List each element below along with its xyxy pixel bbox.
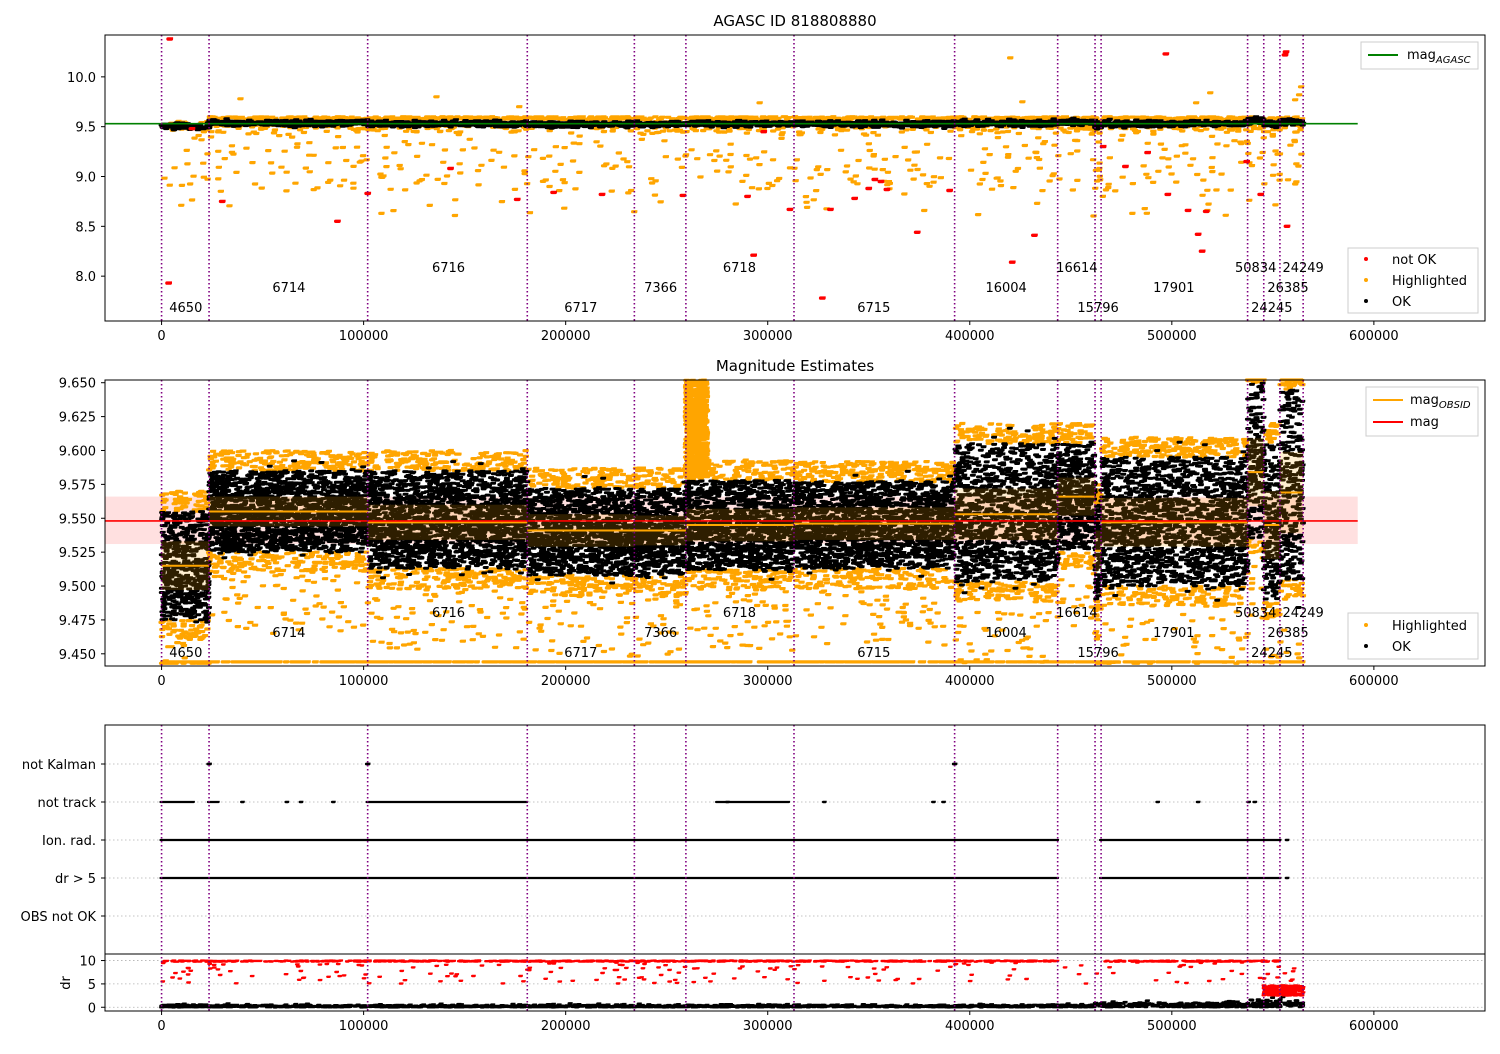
dr-flagged-points xyxy=(162,961,1305,996)
obsid-label-0-7: 16004 xyxy=(985,281,1026,296)
xtick-label-3-2: 200000 xyxy=(541,1019,591,1034)
agasc-plot-title: AGASC ID 818808880 xyxy=(713,12,876,30)
obsid-label-0-9: 15796 xyxy=(1077,301,1118,316)
obsid-label-1-10: 17901 xyxy=(1153,626,1194,641)
obsid-label-0-3: 6717 xyxy=(564,301,597,316)
estimates-plot-title: Magnitude Estimates xyxy=(716,357,874,375)
obsid-label-0-10: 17901 xyxy=(1153,281,1194,296)
flag-row-label-4: OBS not OK xyxy=(21,910,97,925)
dr-ytick-label-2: 10 xyxy=(79,955,96,970)
ytick-label-1-3: 9.525 xyxy=(59,546,96,561)
legend2-ok: OK xyxy=(1392,640,1411,655)
xtick-label-1-2: 200000 xyxy=(541,674,591,689)
flags-plot-area: not Kalman not track Ion. rad. dr > 5 OBS no… xyxy=(21,758,1486,925)
ytick-label-1-8: 9.650 xyxy=(59,377,96,392)
ytick-label-1-6: 9.600 xyxy=(59,444,96,459)
xtick-label-1-0: 0 xyxy=(157,674,165,689)
dr-ok-points xyxy=(160,997,1303,1007)
obsid-label-1-14: 24249 xyxy=(1282,606,1323,621)
xtick-label-1-6: 600000 xyxy=(1349,674,1399,689)
xtick-label-3-1: 100000 xyxy=(339,1019,389,1034)
obsid-label-0-8: 16614 xyxy=(1056,261,1097,276)
ytick-label-1-1: 9.475 xyxy=(59,614,96,629)
xtick-label-0-3: 300000 xyxy=(743,329,793,344)
ytick-label-1-0: 9.450 xyxy=(59,648,96,663)
legend2-highlighted: Highlighted xyxy=(1392,619,1467,634)
agasc-scatter-legend: not OK Highlighted OK xyxy=(1348,248,1478,313)
estimates-line-legend: magOBSID mag xyxy=(1366,387,1478,436)
obsid-label-0-12: 24245 xyxy=(1251,301,1292,316)
obsid-label-1-9: 15796 xyxy=(1077,646,1118,661)
ytick-label-0-2: 9.0 xyxy=(75,171,96,186)
xtick-label-3-3: 300000 xyxy=(743,1019,793,1034)
obsid-label-1-6: 6715 xyxy=(857,646,890,661)
xtick-label-3-0: 0 xyxy=(157,1019,165,1034)
legend-not-ok: not OK xyxy=(1392,253,1437,268)
obsid-label-1-5: 6718 xyxy=(723,606,756,621)
agasc-line-legend: magAGASC xyxy=(1361,42,1478,69)
agasc-not-ok-points xyxy=(167,39,1289,298)
obsid-label-1-0: 4650 xyxy=(169,646,202,661)
xtick-label-1-1: 100000 xyxy=(339,674,389,689)
legend-mag: mag xyxy=(1410,415,1439,430)
xtick-label-0-4: 400000 xyxy=(945,329,995,344)
legend-ok: OK xyxy=(1392,295,1411,310)
obsid-label-1-7: 16004 xyxy=(985,626,1026,641)
dr-ytick-label-1: 5 xyxy=(88,978,96,993)
obsid-label-0-4: 7366 xyxy=(644,281,677,296)
obsid-label-0-11: 50834 xyxy=(1235,261,1276,276)
xtick-label-3-5: 500000 xyxy=(1147,1019,1197,1034)
obsid-label-1-8: 16614 xyxy=(1056,606,1097,621)
xtick-label-0-1: 100000 xyxy=(339,329,389,344)
flag-row-label-3: dr > 5 xyxy=(55,872,96,887)
obsid-label-1-11: 50834 xyxy=(1235,606,1276,621)
ytick-label-1-5: 9.575 xyxy=(59,478,96,493)
obsid-label-0-6: 6715 xyxy=(857,301,890,316)
ytick-label-1-2: 9.500 xyxy=(59,580,96,595)
ytick-label-1-7: 9.625 xyxy=(59,411,96,426)
agasc-highlighted-points xyxy=(161,58,1303,216)
flag-row-label-2: Ion. rad. xyxy=(42,834,96,849)
flag-row-label-0: not Kalman xyxy=(22,758,96,773)
dr-axis-label: dr xyxy=(59,976,74,990)
agasc-plot-area xyxy=(105,39,1358,298)
ytick-label-0-0: 8.0 xyxy=(75,270,96,285)
dr-ytick-label-0: 0 xyxy=(88,1001,96,1016)
obsid-label-1-4: 7366 xyxy=(644,626,677,641)
xtick-label-0-5: 500000 xyxy=(1147,329,1197,344)
obsid-label-0-2: 6716 xyxy=(432,261,465,276)
obsid-label-0-0: 4650 xyxy=(169,301,202,316)
estimates-scatter-legend: Highlighted OK xyxy=(1348,613,1478,659)
obsid-label-0-5: 6718 xyxy=(723,261,756,276)
flag-row-label-1: not track xyxy=(37,796,96,811)
obsid-label-1-3: 6717 xyxy=(564,646,597,661)
obsid-label-1-13: 26385 xyxy=(1267,626,1308,641)
ytick-label-1-4: 9.550 xyxy=(59,512,96,527)
obsid-label-1-2: 6716 xyxy=(432,606,465,621)
xtick-label-0-6: 600000 xyxy=(1349,329,1399,344)
obsid-label-0-14: 24249 xyxy=(1282,261,1323,276)
ytick-label-0-1: 8.5 xyxy=(75,220,96,235)
xtick-label-0-2: 200000 xyxy=(541,329,591,344)
axes-frame-0 xyxy=(105,35,1485,321)
obsid-label-0-1: 6714 xyxy=(272,281,305,296)
xtick-label-3-4: 400000 xyxy=(945,1019,995,1034)
xtick-label-1-5: 500000 xyxy=(1147,674,1197,689)
xtick-label-3-6: 600000 xyxy=(1349,1019,1399,1034)
xtick-label-0-0: 0 xyxy=(157,329,165,344)
xtick-label-1-4: 400000 xyxy=(945,674,995,689)
ytick-label-0-3: 9.5 xyxy=(75,121,96,136)
obsid-label-1-1: 6714 xyxy=(272,626,305,641)
legend-highlighted: Highlighted xyxy=(1392,274,1467,289)
dr-plot-area: 0 5 10 xyxy=(79,955,1485,1017)
obsid-label-1-12: 24245 xyxy=(1251,646,1292,661)
xtick-label-1-3: 300000 xyxy=(743,674,793,689)
obsid-label-0-13: 26385 xyxy=(1267,281,1308,296)
ytick-label-0-4: 10.0 xyxy=(67,71,96,86)
